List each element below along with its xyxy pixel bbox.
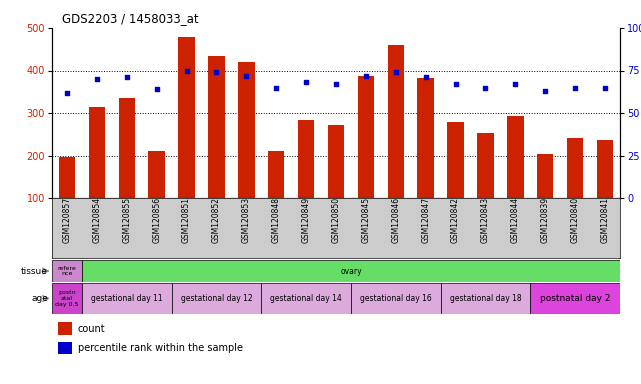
Bar <box>208 56 224 198</box>
Bar <box>478 133 494 198</box>
Point <box>271 84 281 91</box>
Text: gestational day 16: gestational day 16 <box>360 294 431 303</box>
Bar <box>262 283 351 314</box>
Bar <box>52 260 82 282</box>
Bar <box>328 125 344 198</box>
Point <box>181 68 192 74</box>
Bar <box>358 76 374 198</box>
Point <box>241 73 251 79</box>
Bar <box>597 140 613 198</box>
Text: refere
nce: refere nce <box>58 266 76 276</box>
Bar <box>88 108 105 198</box>
Text: postnatal day 2: postnatal day 2 <box>540 294 610 303</box>
Text: gestational day 14: gestational day 14 <box>271 294 342 303</box>
Bar <box>567 137 583 198</box>
Point <box>451 81 461 87</box>
Text: count: count <box>78 324 105 334</box>
Bar <box>149 151 165 198</box>
Bar <box>52 283 82 314</box>
Bar <box>440 283 530 314</box>
Point <box>420 74 431 80</box>
Point <box>361 73 371 79</box>
Point <box>540 88 551 94</box>
Point <box>331 81 341 87</box>
Point <box>122 74 132 80</box>
Bar <box>172 283 262 314</box>
Text: ovary: ovary <box>340 266 362 275</box>
Bar <box>119 98 135 198</box>
Point <box>480 84 490 91</box>
Point <box>301 79 312 86</box>
Point <box>510 81 520 87</box>
Bar <box>178 36 195 198</box>
Bar <box>82 283 172 314</box>
Point <box>390 69 401 75</box>
Point <box>212 69 222 75</box>
Bar <box>351 283 440 314</box>
Bar <box>298 120 314 198</box>
Bar <box>59 157 75 198</box>
Text: GDS2203 / 1458033_at: GDS2203 / 1458033_at <box>62 12 199 25</box>
Bar <box>530 283 620 314</box>
Text: tissue: tissue <box>21 266 48 275</box>
Text: percentile rank within the sample: percentile rank within the sample <box>78 343 242 353</box>
Text: gestational day 12: gestational day 12 <box>181 294 253 303</box>
Point <box>600 84 610 91</box>
Bar <box>388 45 404 198</box>
Bar <box>417 78 434 198</box>
Text: postn
atal
day 0.5: postn atal day 0.5 <box>55 290 79 307</box>
Text: gestational day 11: gestational day 11 <box>91 294 163 303</box>
Point <box>151 86 162 92</box>
Bar <box>58 323 72 335</box>
Point <box>570 84 580 91</box>
Bar <box>537 154 553 198</box>
Text: gestational day 18: gestational day 18 <box>449 294 521 303</box>
Bar <box>268 151 285 198</box>
Text: age: age <box>31 294 48 303</box>
Bar <box>58 342 72 354</box>
Point <box>92 76 102 82</box>
Bar <box>447 122 464 198</box>
Bar <box>238 63 254 198</box>
Point <box>62 89 72 96</box>
Bar <box>507 116 524 198</box>
